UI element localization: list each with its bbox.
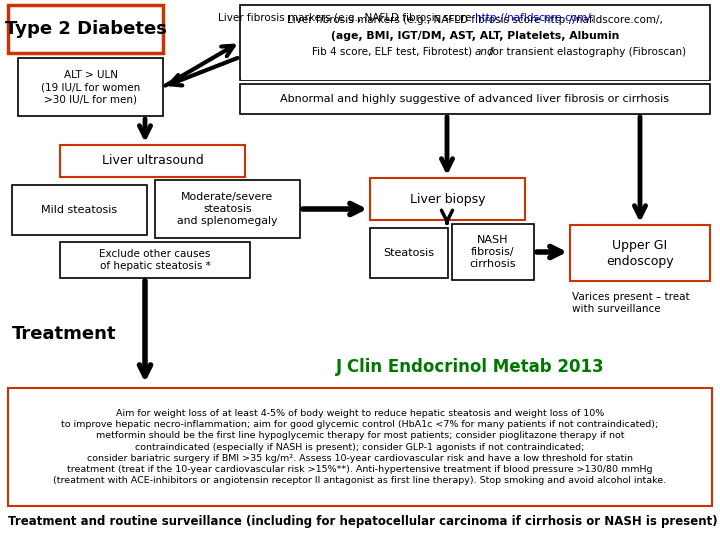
FancyBboxPatch shape bbox=[8, 5, 163, 53]
Text: Fib 4 score, ELF test, Fibrotest): Fib 4 score, ELF test, Fibrotest) bbox=[312, 47, 475, 57]
Text: Upper GI
endoscopy: Upper GI endoscopy bbox=[606, 239, 674, 267]
Text: Liver ultrasound: Liver ultrasound bbox=[102, 154, 203, 167]
Text: Type 2 Diabetes: Type 2 Diabetes bbox=[4, 20, 166, 38]
FancyBboxPatch shape bbox=[452, 224, 534, 280]
Text: /or transient elastography (Fibroscan): /or transient elastography (Fibroscan) bbox=[489, 47, 686, 57]
Text: Abnormal and highly suggestive of advanced liver fibrosis or cirrhosis: Abnormal and highly suggestive of advanc… bbox=[281, 94, 670, 104]
FancyBboxPatch shape bbox=[155, 180, 300, 238]
Text: Liver biopsy: Liver biopsy bbox=[410, 192, 485, 206]
Text: Exclude other causes
of hepatic steatosis *: Exclude other causes of hepatic steatosi… bbox=[99, 249, 211, 271]
FancyBboxPatch shape bbox=[240, 84, 710, 114]
Text: J Clin Endocrinol Metab 2013: J Clin Endocrinol Metab 2013 bbox=[336, 358, 604, 376]
FancyBboxPatch shape bbox=[370, 228, 448, 278]
FancyBboxPatch shape bbox=[18, 58, 163, 116]
FancyBboxPatch shape bbox=[60, 145, 245, 177]
Text: and: and bbox=[475, 47, 495, 57]
Text: Steatosis: Steatosis bbox=[384, 248, 434, 258]
FancyBboxPatch shape bbox=[12, 185, 147, 235]
FancyBboxPatch shape bbox=[8, 388, 712, 506]
Text: Aim for weight loss of at least 4-5% of body weight to reduce hepatic steatosis : Aim for weight loss of at least 4-5% of … bbox=[53, 409, 667, 485]
Text: (age, BMI, IGT/DM, AST, ALT, Platelets, Albumin: (age, BMI, IGT/DM, AST, ALT, Platelets, … bbox=[330, 31, 619, 41]
Text: Treatment: Treatment bbox=[12, 325, 117, 343]
Text: ALT > ULN
(19 IU/L for women
>30 IU/L for men): ALT > ULN (19 IU/L for women >30 IU/L fo… bbox=[41, 70, 140, 104]
Text: Mild steatosis: Mild steatosis bbox=[42, 205, 117, 215]
Text: http://nafldscore.com/,: http://nafldscore.com/, bbox=[475, 13, 594, 23]
Text: Moderate/severe
steatosis
and splenomegaly: Moderate/severe steatosis and splenomega… bbox=[177, 192, 278, 226]
Text: Treatment and routine surveillance (including for hepatocellular carcinoma if ci: Treatment and routine surveillance (incl… bbox=[8, 515, 718, 528]
FancyBboxPatch shape bbox=[570, 225, 710, 281]
Text: Liver fibrosis markers (e.g., NAFLD fibrosis score: Liver fibrosis markers (e.g., NAFLD fibr… bbox=[218, 13, 475, 23]
FancyBboxPatch shape bbox=[370, 178, 525, 220]
FancyBboxPatch shape bbox=[240, 5, 710, 80]
FancyBboxPatch shape bbox=[241, 6, 709, 80]
Text: NASH
fibrosis/
cirrhosis: NASH fibrosis/ cirrhosis bbox=[469, 234, 516, 269]
Text: Varices present – treat
with surveillance: Varices present – treat with surveillanc… bbox=[572, 292, 690, 314]
Text: Liver fibrosis markers (e.g., NAFLD fibrosis score http://nafldscore.com/,: Liver fibrosis markers (e.g., NAFLD fibr… bbox=[287, 15, 663, 25]
FancyBboxPatch shape bbox=[60, 242, 250, 278]
